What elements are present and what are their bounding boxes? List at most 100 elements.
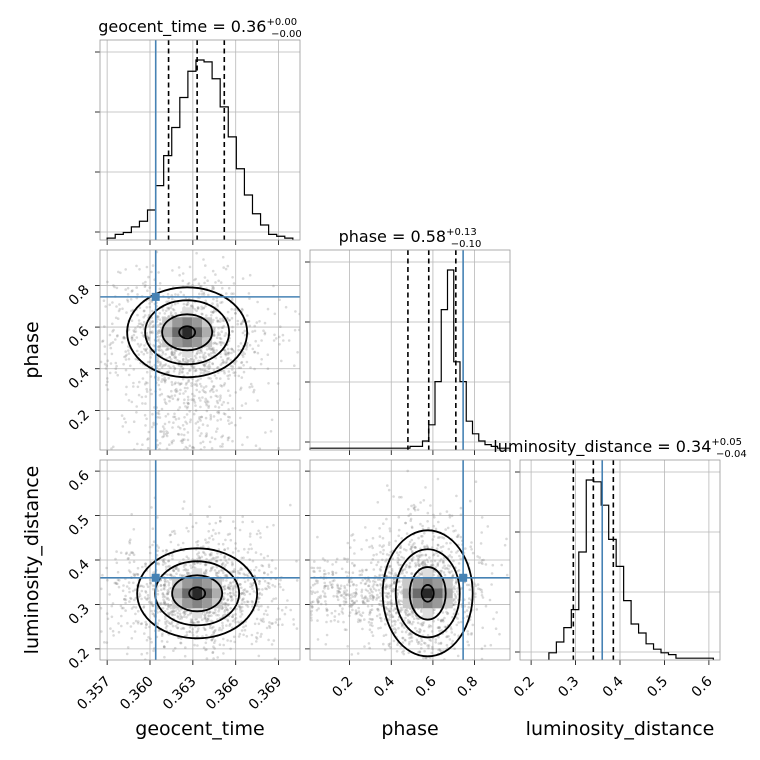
- sample-point: [451, 574, 455, 578]
- sample-point: [334, 560, 338, 564]
- sample-point: [202, 258, 205, 261]
- sample-point: [369, 561, 373, 564]
- sample-point: [189, 418, 192, 422]
- sample-point: [220, 628, 223, 632]
- sample-point: [156, 330, 160, 333]
- sample-point: [257, 654, 261, 658]
- sample-point: [412, 556, 415, 559]
- sample-point: [140, 652, 143, 656]
- sample-point: [193, 308, 197, 311]
- sample-point: [238, 528, 242, 532]
- sample-point: [222, 319, 226, 323]
- sample-point: [336, 583, 339, 587]
- sample-point: [393, 581, 396, 585]
- sample-point: [185, 413, 189, 416]
- sample-point: [136, 313, 139, 317]
- sample-point: [234, 371, 237, 374]
- sample-point: [316, 566, 320, 570]
- sample-point: [450, 570, 453, 573]
- sample-point: [331, 570, 334, 574]
- sample-point: [397, 553, 400, 557]
- sample-point: [249, 582, 252, 585]
- sample-point: [189, 513, 192, 516]
- sample-point: [169, 573, 173, 577]
- sample-point: [263, 321, 267, 325]
- sample-point: [447, 564, 450, 567]
- sample-point: [188, 612, 192, 616]
- sample-point: [331, 571, 335, 574]
- sample-point: [368, 628, 372, 631]
- sample-point: [204, 416, 208, 420]
- sample-point: [176, 616, 180, 619]
- sample-point: [202, 306, 205, 310]
- sample-point: [258, 320, 261, 323]
- sample-point: [457, 569, 461, 572]
- sample-point: [331, 579, 335, 583]
- sample-point: [169, 604, 172, 607]
- sample-point: [366, 597, 369, 600]
- sample-point: [221, 579, 225, 582]
- sample-point: [128, 540, 131, 543]
- density-cell: [422, 578, 433, 589]
- sample-point: [221, 358, 224, 362]
- sample-point: [226, 401, 230, 405]
- sample-point: [203, 628, 207, 631]
- sample-point: [263, 331, 267, 335]
- sample-point: [182, 433, 186, 437]
- sample-point: [167, 315, 171, 318]
- sample-point: [348, 584, 352, 588]
- sample-point: [324, 602, 328, 606]
- sample-point: [331, 573, 335, 576]
- sample-point: [415, 629, 419, 633]
- sample-point: [212, 630, 215, 634]
- sample-point: [137, 620, 140, 623]
- sample-point: [421, 562, 424, 566]
- sample-point: [166, 592, 170, 596]
- sample-point: [426, 633, 430, 637]
- sample-point: [424, 656, 428, 660]
- sample-point: [382, 544, 386, 547]
- sample-point: [365, 579, 369, 583]
- sample-point: [421, 560, 425, 564]
- density-cell: [402, 598, 413, 609]
- sample-point: [195, 630, 198, 634]
- sample-point: [109, 342, 113, 345]
- sample-point: [143, 285, 147, 289]
- sample-point: [407, 566, 411, 569]
- sample-point: [269, 430, 273, 433]
- sample-point: [442, 561, 445, 565]
- sample-point: [395, 574, 398, 577]
- sample-point: [404, 611, 408, 615]
- sample-point: [474, 595, 477, 599]
- sample-point: [194, 521, 198, 525]
- sample-point: [376, 593, 379, 597]
- sample-point: [250, 547, 253, 551]
- sample-point: [133, 330, 136, 334]
- sample-point: [222, 266, 225, 269]
- sample-point: [177, 569, 180, 573]
- sample-point: [214, 281, 217, 284]
- sample-point: [186, 302, 190, 305]
- sample-point: [105, 612, 109, 615]
- sample-point: [267, 582, 271, 585]
- sample-point: [388, 610, 391, 614]
- sample-point: [438, 626, 442, 630]
- sample-point: [165, 549, 169, 552]
- sample-point: [396, 591, 399, 595]
- sample-point: [169, 311, 173, 314]
- sample-point: [195, 380, 198, 383]
- sample-point: [403, 626, 406, 629]
- sample-point: [390, 567, 394, 571]
- sample-point: [350, 580, 354, 584]
- sample-point: [453, 585, 456, 588]
- sample-point: [148, 625, 151, 629]
- sample-point: [420, 639, 424, 642]
- sample-point: [149, 602, 153, 605]
- sample-point: [421, 535, 424, 538]
- sample-point: [236, 322, 239, 326]
- sample-point: [145, 331, 149, 335]
- sample-point: [190, 566, 193, 570]
- sample-point: [104, 367, 108, 370]
- sample-point: [192, 360, 195, 364]
- sample-point: [237, 348, 240, 352]
